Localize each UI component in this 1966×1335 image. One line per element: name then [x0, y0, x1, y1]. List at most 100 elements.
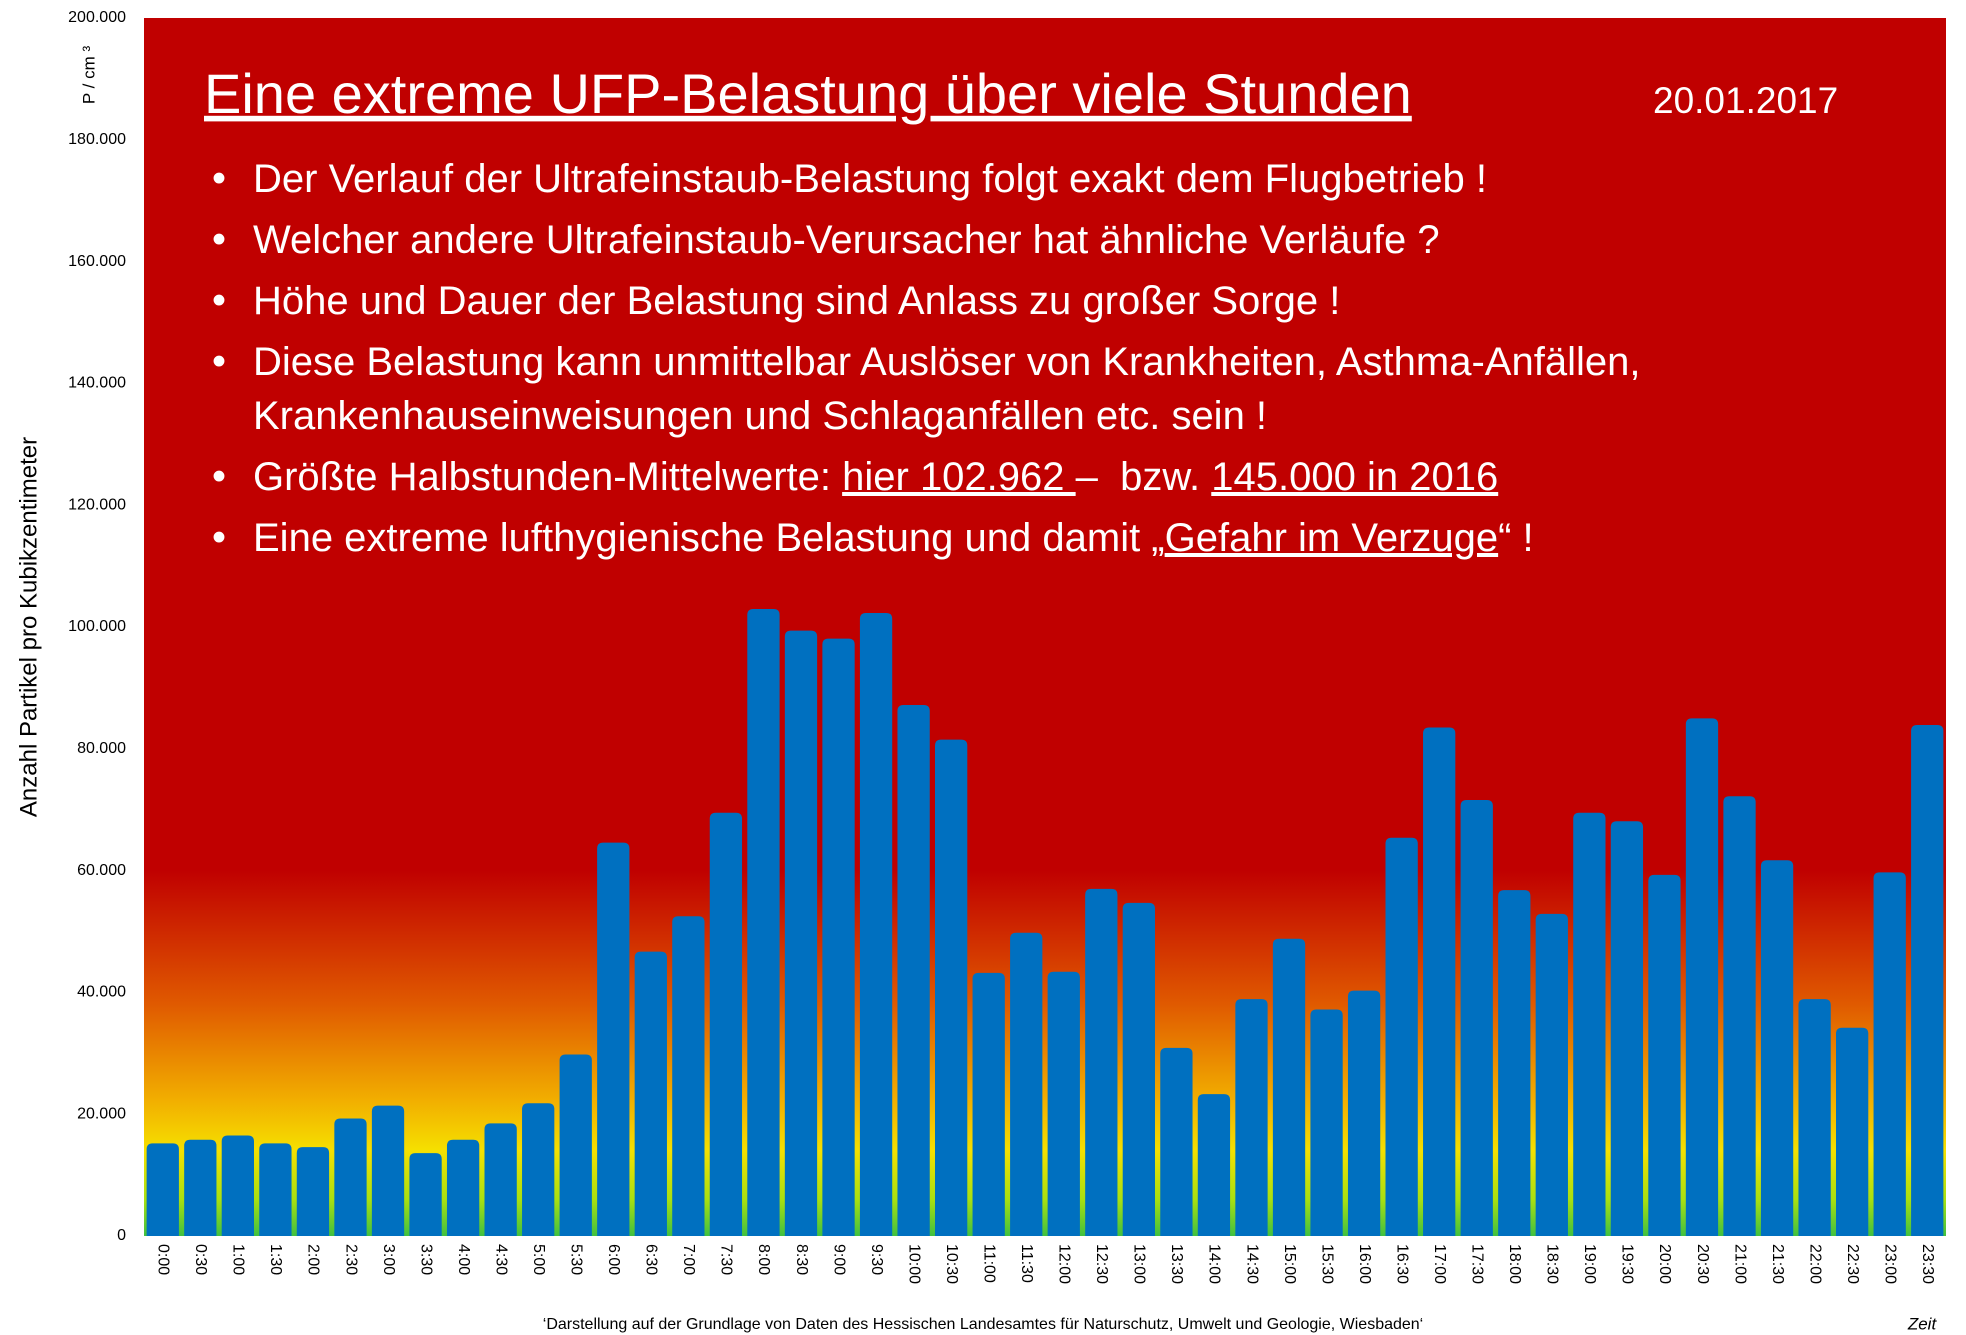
- y-tick-label: 0: [117, 1227, 126, 1244]
- x-tick-label: 3:30: [417, 1244, 434, 1275]
- x-tick-label: 14:30: [1243, 1244, 1260, 1284]
- bar: [1648, 874, 1681, 1236]
- x-tick-label: 16:30: [1393, 1244, 1410, 1284]
- x-tick-label: 3:00: [380, 1244, 397, 1275]
- x-tick-label: 2:00: [305, 1244, 322, 1275]
- x-tick-label: 23:30: [1919, 1244, 1936, 1284]
- bar: [1911, 725, 1944, 1236]
- bullet-text: Höhe und Dauer der Belastung sind Anlass…: [253, 279, 1340, 323]
- y-tick-label: 180.000: [68, 131, 126, 148]
- x-tick-label: 9:30: [868, 1244, 885, 1275]
- bar: [522, 1103, 555, 1236]
- x-tick-label: 7:30: [718, 1244, 735, 1275]
- bar: [1047, 971, 1080, 1236]
- bar: [1685, 718, 1719, 1236]
- bullet-text: Diese Belastung kann unmittelbar Auslöse…: [253, 340, 1640, 384]
- bar: [1836, 1027, 1869, 1236]
- x-tick-label: 21:00: [1731, 1244, 1748, 1284]
- x-tick-label: 18:30: [1544, 1244, 1561, 1284]
- y-unit: P / cm ³: [79, 46, 98, 105]
- x-tick-label: 20:00: [1656, 1244, 1673, 1284]
- bullet-text: Welcher andere Ultrafeinstaub-Verursache…: [253, 218, 1440, 262]
- bullet-dot: •: [212, 340, 226, 384]
- bar: [1235, 999, 1268, 1236]
- bar: [146, 1143, 179, 1236]
- bar: [1310, 1009, 1343, 1236]
- bullet-segment: Der Verlauf der Ultrafeinstaub-Belastung…: [253, 157, 1487, 201]
- bar: [859, 612, 893, 1236]
- x-tick-label: 17:30: [1468, 1244, 1485, 1284]
- y-tick-label: 120.000: [68, 496, 126, 513]
- y-tick-label: 100.000: [68, 618, 126, 635]
- bar: [1535, 913, 1568, 1236]
- bar: [334, 1118, 367, 1236]
- bullet-segment: Höhe und Dauer der Belastung sind Anlass…: [253, 279, 1340, 323]
- y-tick-label: 80.000: [77, 740, 126, 757]
- bullet-dot: •: [212, 516, 226, 560]
- x-tick-label: 0:30: [192, 1244, 209, 1275]
- x-tick-label: 0:00: [155, 1244, 172, 1275]
- y-axis-label: Anzahl Partikel pro Kubikzentimeter: [15, 437, 42, 817]
- y-tick-label: 140.000: [68, 375, 126, 392]
- bar: [597, 842, 630, 1236]
- y-tick-label: 160.000: [68, 253, 126, 270]
- y-tick-label: 40.000: [77, 984, 126, 1001]
- x-tick-label: 13:30: [1168, 1244, 1185, 1284]
- footnote: ‘Darstellung auf der Grundlage von Daten…: [543, 1316, 1423, 1333]
- bullet-segment: Eine extreme lufthygienische Belastung u…: [253, 516, 1165, 560]
- x-tick-label: 20:30: [1694, 1244, 1711, 1284]
- bar: [296, 1147, 330, 1236]
- bullet-segment: 145.000 in 2016: [1211, 455, 1498, 499]
- x-tick-label: 9:00: [830, 1244, 847, 1275]
- x-tick-label: 6:00: [605, 1244, 622, 1275]
- bullet-segment: Gefahr im Verzuge: [1165, 516, 1499, 560]
- x-tick-label: 12:30: [1093, 1244, 1110, 1284]
- bar: [371, 1105, 405, 1236]
- bar: [1423, 727, 1456, 1236]
- x-tick-label: 7:00: [680, 1244, 697, 1275]
- x-tick-label: 17:00: [1431, 1244, 1448, 1284]
- bullet-text: Krankenhauseinweisungen und Schlaganfäll…: [253, 394, 1267, 438]
- x-tick-label: 10:30: [943, 1244, 960, 1284]
- bar: [1723, 796, 1756, 1236]
- bar: [1610, 821, 1644, 1236]
- x-tick-label: 8:30: [793, 1244, 810, 1275]
- bar: [1760, 860, 1794, 1236]
- x-tick-label: 8:00: [755, 1244, 772, 1275]
- x-tick-label: 5:30: [567, 1244, 584, 1275]
- bar: [634, 951, 667, 1236]
- x-tick-label: 16:00: [1356, 1244, 1373, 1284]
- bar: [259, 1143, 292, 1236]
- x-tick-label: 15:00: [1281, 1244, 1298, 1284]
- bullet-segment: – bzw.: [1076, 455, 1212, 499]
- x-tick-label: 19:00: [1581, 1244, 1598, 1284]
- bar: [1385, 837, 1418, 1236]
- bar: [221, 1135, 254, 1236]
- bullet-segment: Größte Halbstunden-Mittelwerte:: [253, 455, 842, 499]
- x-tick-label: 12:00: [1056, 1244, 1073, 1284]
- x-axis-label: Zeit: [1907, 1314, 1938, 1333]
- bar: [1460, 799, 1493, 1236]
- bullet-segment: Krankenhauseinweisungen und Schlaganfäll…: [253, 394, 1267, 438]
- x-tick-label: 19:30: [1619, 1244, 1636, 1284]
- bullet-dot: •: [212, 218, 226, 262]
- bar: [972, 972, 1005, 1236]
- bullet-segment: hier 102.962: [842, 455, 1076, 499]
- bar: [1498, 890, 1531, 1236]
- bar: [1197, 1094, 1231, 1236]
- x-tick-label: 4:00: [455, 1244, 472, 1275]
- y-tick-label: 200.000: [68, 9, 126, 26]
- x-tick-label: 5:00: [530, 1244, 547, 1275]
- bar: [446, 1139, 480, 1236]
- bullet-text: Größte Halbstunden-Mittelwerte: hier 102…: [253, 455, 1498, 499]
- x-tick-label: 13:00: [1131, 1244, 1148, 1284]
- x-tick-label: 4:30: [492, 1244, 509, 1275]
- bullet-text: Der Verlauf der Ultrafeinstaub-Belastung…: [253, 157, 1487, 201]
- bar: [672, 916, 705, 1236]
- bar: [897, 704, 930, 1236]
- bar: [935, 739, 968, 1236]
- bar: [409, 1153, 442, 1236]
- bar: [559, 1054, 592, 1236]
